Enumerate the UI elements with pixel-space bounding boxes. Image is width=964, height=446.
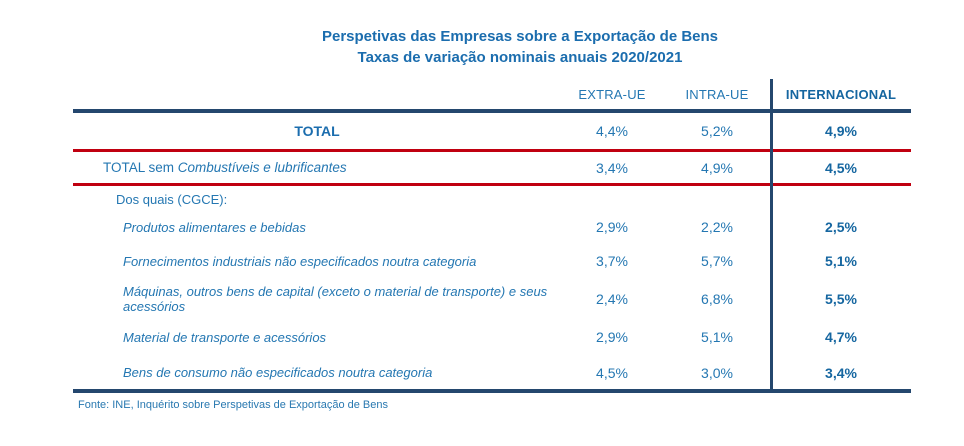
page-title: Perspetivas das Empresas sobre a Exporta… xyxy=(80,26,960,68)
value-total-intra: 5,2% xyxy=(701,123,733,139)
value-totalsem-internacional: 4,5% xyxy=(825,159,857,176)
table-row-total-sem-combustiveis: TOTAL sem Combustíveis e lubrificantes 3… xyxy=(73,152,911,183)
value-produtos-extra: 2,9% xyxy=(596,219,628,235)
header-rule xyxy=(73,109,911,113)
value-produtos-intra: 2,2% xyxy=(701,219,733,235)
row-label-dos-quais: Dos quais (CGCE): xyxy=(116,191,228,207)
row-label-fornecimentos-text: Fornecimentos industriais não especifica… xyxy=(123,253,477,269)
title-line-1: Perspetivas das Empresas sobre a Exporta… xyxy=(321,28,719,45)
row-label-material-text: Material de transporte e acessórios xyxy=(123,329,327,345)
data-table: EXTRA-UE INTRA-UE INTERNACIONAL TOTAL 4,… xyxy=(73,79,911,393)
table-row-produtos-alimentares: Produtos alimentares e bebidas 2,9% 2,2%… xyxy=(73,212,911,242)
table-header-row: EXTRA-UE INTRA-UE INTERNACIONAL xyxy=(73,79,911,109)
value-maquinas-extra: 2,4% xyxy=(596,291,628,307)
table-row-fornecimentos-industriais: Fornecimentos industriais não especifica… xyxy=(73,242,911,280)
row-label-fornecimentos: Fornecimentos industriais não especifica… xyxy=(73,254,561,269)
row-label-total: TOTAL xyxy=(294,123,340,139)
row-label-bens-consumo: Bens de consumo não especificados noutra… xyxy=(73,365,561,380)
value-material-intra: 5,1% xyxy=(701,329,733,345)
value-bens-internacional: 3,4% xyxy=(825,364,857,381)
value-maquinas-internacional: 5,5% xyxy=(825,291,857,307)
table-row-bens-consumo: Bens de consumo não especificados noutra… xyxy=(73,356,911,389)
value-fornecimentos-intra: 5,7% xyxy=(701,253,733,269)
row-label-produtos-text: Produtos alimentares e bebidas xyxy=(123,219,306,235)
row-label-maquinas: Máquinas, outros bens de capital (exceto… xyxy=(73,284,561,314)
red-rule-bottom xyxy=(73,183,911,186)
red-rule-top xyxy=(73,149,911,152)
table-row-total: TOTAL 4,4% 5,2% 4,9% xyxy=(73,113,911,149)
row-label-total-sem-prefix: TOTAL sem xyxy=(103,160,178,175)
table-row-dos-quais: Dos quais (CGCE): xyxy=(73,186,911,212)
title-line-2: Taxas de variação nominais anuais 2020/2… xyxy=(357,49,683,66)
value-bens-extra: 4,5% xyxy=(596,364,628,381)
value-total-extra: 4,4% xyxy=(596,123,628,139)
value-maquinas-intra: 6,8% xyxy=(701,291,733,307)
row-label-material: Material de transporte e acessórios xyxy=(73,330,561,345)
row-label-total-sem-italic: Combustíveis e lubrificantes xyxy=(177,160,347,175)
value-material-extra: 2,9% xyxy=(596,329,628,345)
column-header-extra-ue: EXTRA-UE xyxy=(578,86,646,102)
row-label-bens-consumo-text: Bens de consumo não especificados noutra… xyxy=(123,365,433,380)
column-header-internacional: INTERNACIONAL xyxy=(785,86,897,102)
internacional-column-divider xyxy=(770,79,773,393)
table-row-maquinas-bens-capital: Máquinas, outros bens de capital (exceto… xyxy=(73,280,911,318)
value-fornecimentos-extra: 3,7% xyxy=(596,253,628,269)
value-total-internacional: 4,9% xyxy=(825,123,857,139)
value-bens-intra: 3,0% xyxy=(701,364,733,381)
row-label-total-sem: TOTAL sem Combustíveis e lubrificantes xyxy=(73,160,561,175)
value-produtos-internacional: 2,5% xyxy=(825,219,857,235)
table-bottom-rule xyxy=(73,389,911,393)
value-totalsem-extra: 3,4% xyxy=(596,159,628,176)
row-label-produtos: Produtos alimentares e bebidas xyxy=(73,220,561,235)
column-header-intra-ue: INTRA-UE xyxy=(685,86,749,102)
row-label-maquinas-text: Máquinas, outros bens de capital (exceto… xyxy=(123,284,548,314)
value-fornecimentos-internacional: 5,1% xyxy=(825,253,857,269)
table-row-material-transporte: Material de transporte e acessórios 2,9%… xyxy=(73,318,911,356)
value-totalsem-intra: 4,9% xyxy=(701,159,733,176)
value-material-internacional: 4,7% xyxy=(825,329,857,345)
source-note: Fonte: INE, Inquérito sobre Perspetivas … xyxy=(78,399,389,411)
